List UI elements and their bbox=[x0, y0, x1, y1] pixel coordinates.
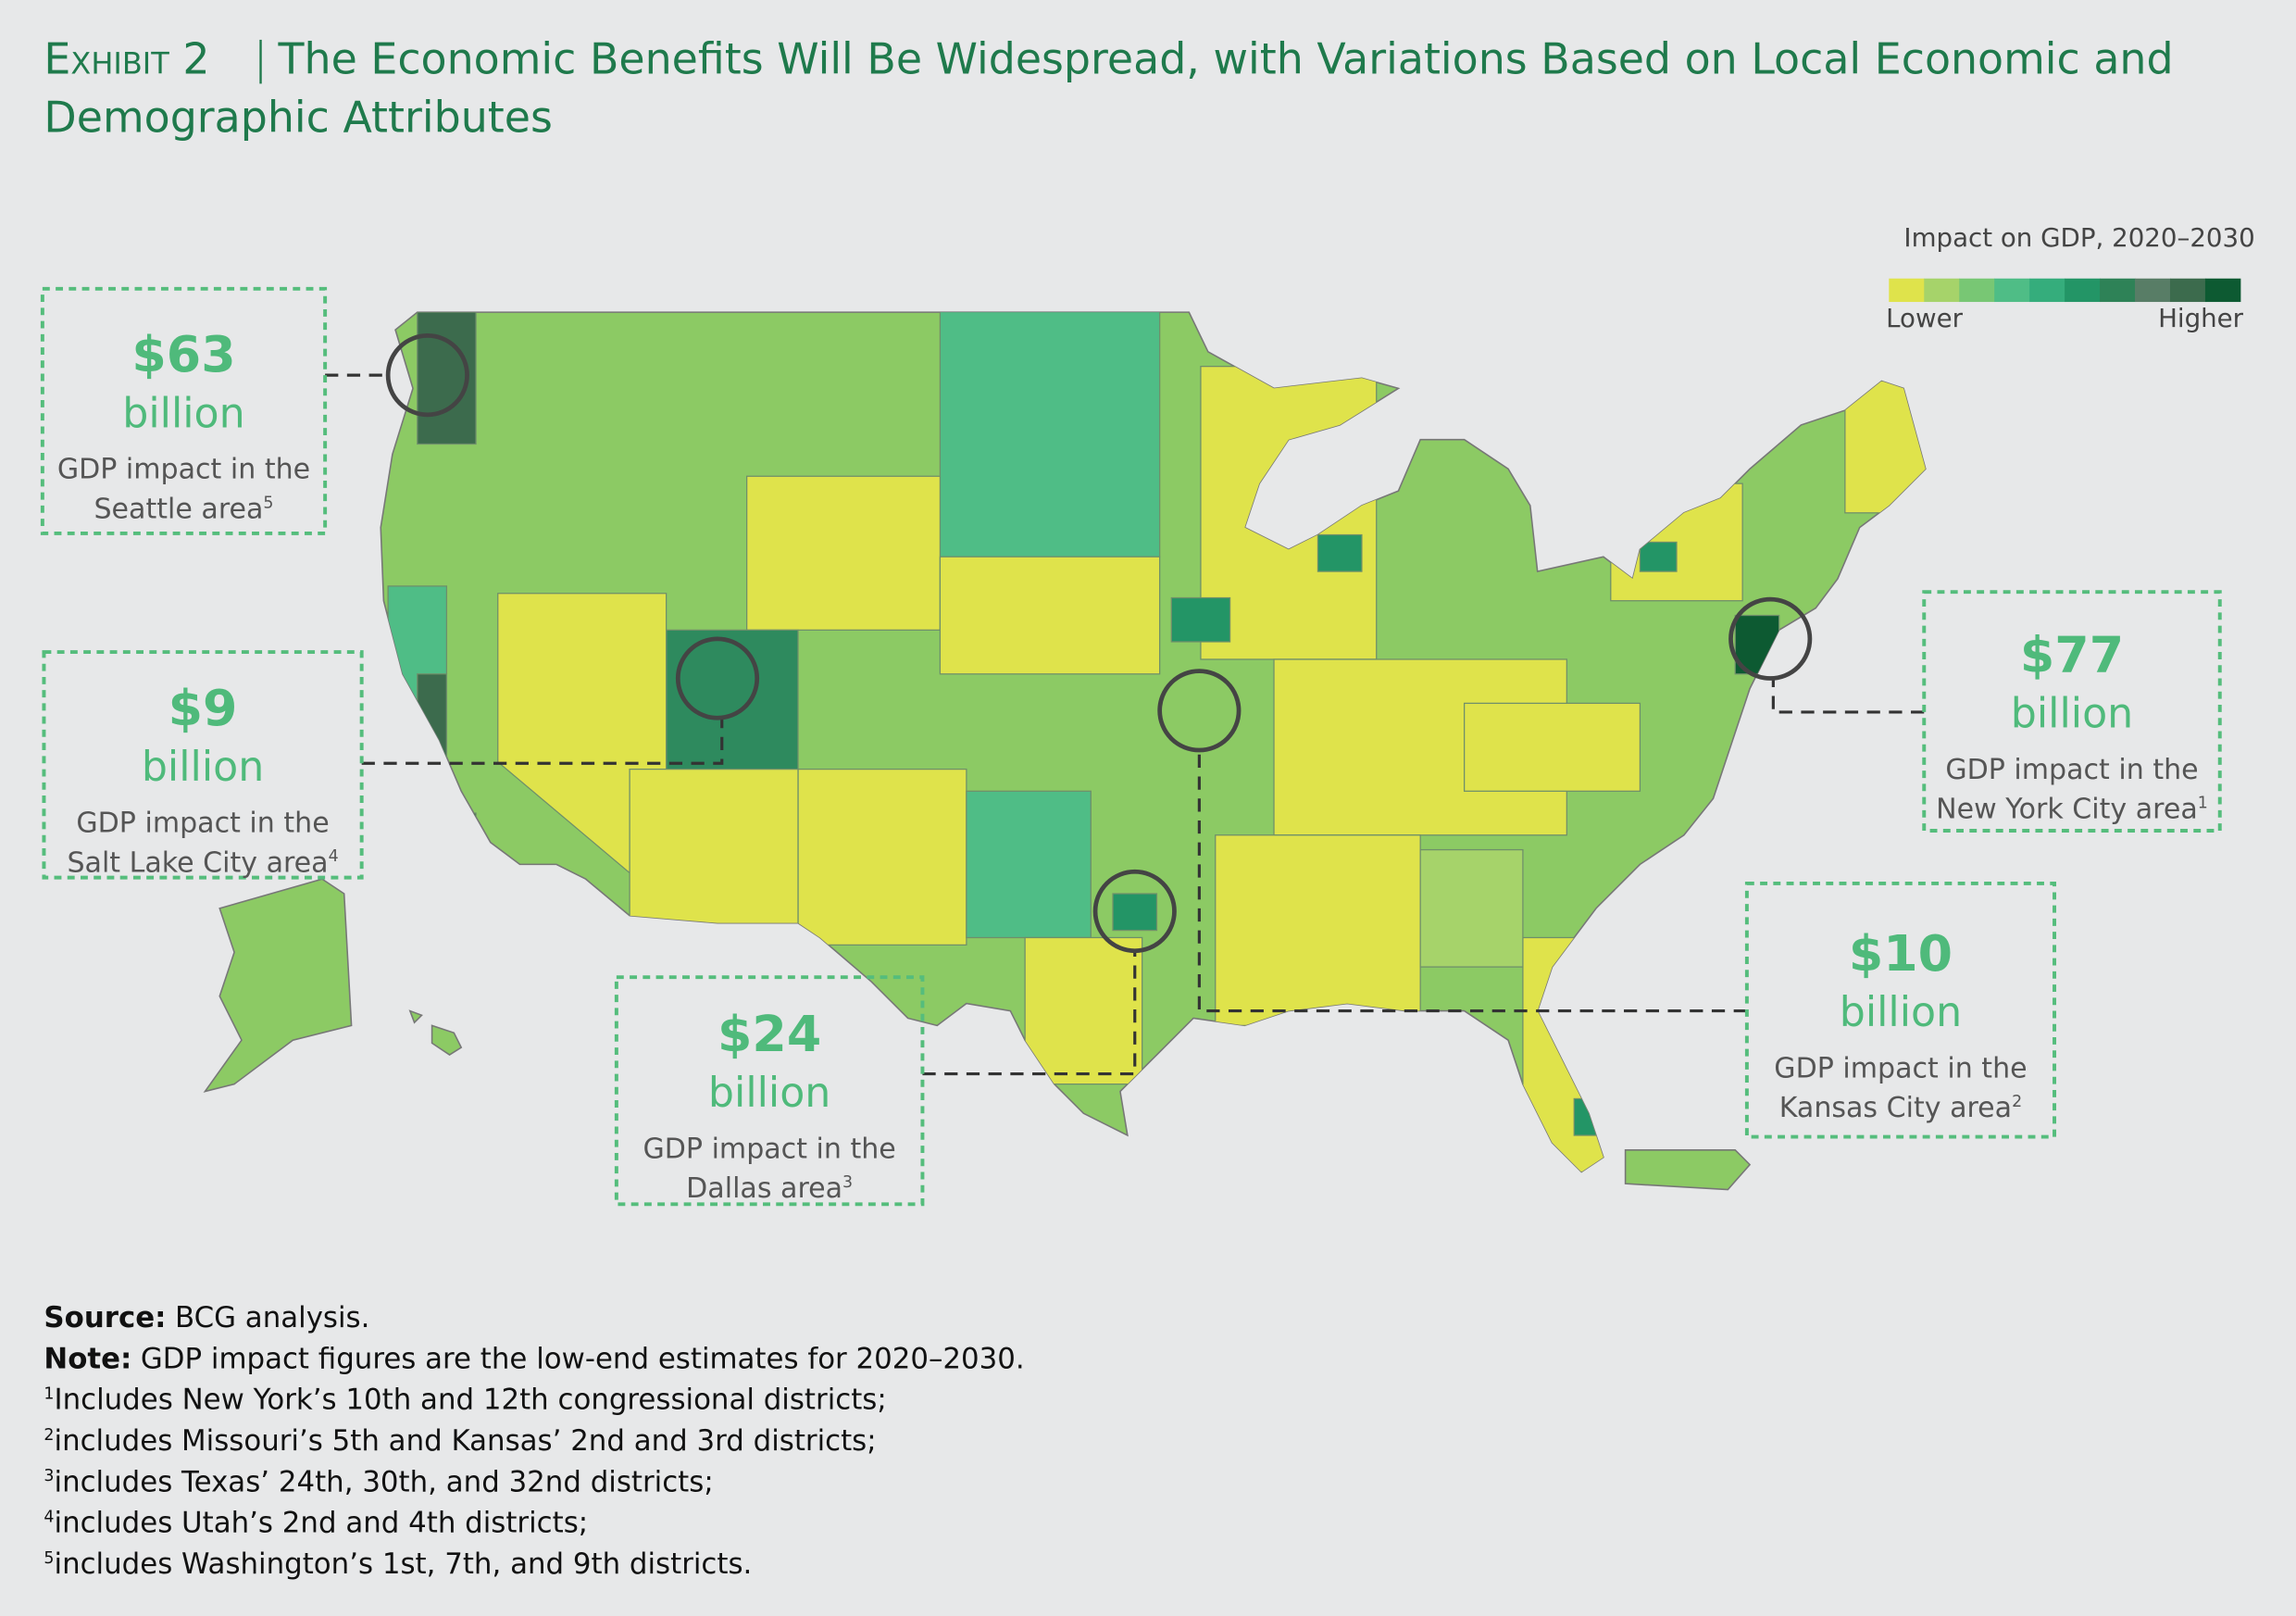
title-line: The Economic Benefits Will Be Widespread… bbox=[278, 33, 2174, 83]
legend-swatch bbox=[2169, 278, 2206, 303]
caption-text: Dallas area bbox=[686, 1172, 842, 1205]
legend-swatch bbox=[1994, 278, 2030, 303]
footnote: 3includes Texas’ 24th, 30th, and 32nd di… bbox=[44, 1465, 713, 1498]
callout-box bbox=[1744, 881, 2057, 1139]
callout-caption: GDP impact in the bbox=[76, 808, 329, 840]
footnote: 4includes Utah’s 2nd and 4th districts; bbox=[44, 1507, 588, 1540]
footnote: 5includes Washington’s 1st, 7th, and 9th… bbox=[44, 1547, 752, 1581]
legend-high: Higher bbox=[2158, 303, 2244, 333]
source-text: BCG analysis. bbox=[175, 1301, 369, 1334]
footnote-mark: 4 bbox=[44, 1509, 54, 1527]
callout-caption: New York City area1 bbox=[1936, 794, 2208, 826]
footnote-mark: 3 bbox=[44, 1467, 54, 1485]
source: Source: BCG analysis. bbox=[44, 1301, 369, 1334]
footnote: 2includes Missouri’s 5th and Kansas’ 2nd… bbox=[44, 1424, 876, 1458]
caption-text: Salt Lake City area bbox=[67, 846, 328, 879]
footnote-mark: 2 bbox=[2012, 1093, 2022, 1111]
legend-low: Lower bbox=[1886, 303, 1963, 333]
callout: $10 billion GDP impact in the Kansas City a… bbox=[1157, 669, 2057, 1139]
legend-swatch bbox=[2100, 278, 2136, 303]
highlight-ring bbox=[1728, 596, 1813, 681]
callout-box bbox=[42, 650, 364, 880]
caption-text: New York City area bbox=[1936, 794, 2198, 826]
callout-amount: $77 bbox=[2020, 625, 2124, 683]
leader-line bbox=[922, 952, 1137, 1076]
legend-swatch bbox=[1889, 278, 1925, 303]
title-line: Demographic Attributes bbox=[44, 93, 552, 143]
caption-text: GDP impact in the bbox=[1945, 754, 2198, 786]
caption-text: GDP impact in the bbox=[643, 1134, 895, 1166]
callout-unit: billion bbox=[142, 744, 264, 791]
callout-caption: Seattle area5 bbox=[94, 493, 273, 525]
leader-line bbox=[361, 718, 724, 765]
footer: Source: BCG analysis. Note: GDP impact fig… bbox=[44, 1301, 1024, 1581]
callout-box bbox=[614, 975, 925, 1207]
callout-unit: billion bbox=[708, 1070, 830, 1117]
callout-caption: Kansas City area2 bbox=[1779, 1092, 2022, 1124]
legend-title: Impact on GDP, 2020–2030 bbox=[1903, 222, 2254, 253]
callout-caption: Salt Lake City area4 bbox=[67, 846, 338, 879]
callout-amount: $10 bbox=[1849, 924, 1953, 983]
caption-text: Seattle area bbox=[94, 493, 263, 525]
footnote-mark: 1 bbox=[44, 1385, 54, 1404]
legend-swatch bbox=[2065, 278, 2101, 303]
callout-caption: GDP impact in the bbox=[1774, 1053, 2027, 1085]
callout-caption: GDP impact in the bbox=[57, 454, 310, 486]
legend-swatch bbox=[1924, 278, 1960, 303]
note: Note: GDP impact figures are the low-end … bbox=[44, 1342, 1024, 1375]
caption-text: GDP impact in the bbox=[76, 808, 329, 840]
legend-swatch bbox=[2135, 278, 2171, 303]
legend-swatch bbox=[2204, 278, 2241, 303]
callout-unit: billion bbox=[122, 390, 244, 437]
callouts: $63 billion GDP impact in the Seattle area5… bbox=[40, 286, 2222, 1207]
highlight-ring bbox=[1092, 869, 1177, 954]
note-label: Note: bbox=[44, 1342, 131, 1375]
map bbox=[203, 311, 1927, 1191]
callout: $63 billion GDP impact in the Seattle area5 bbox=[40, 286, 469, 535]
leader-line bbox=[1771, 680, 1925, 714]
footnote: 1Includes New York’s 10th and 12th congr… bbox=[44, 1384, 886, 1417]
leader-line bbox=[1197, 750, 1747, 1013]
note-text: GDP impact figures are the low-end estim… bbox=[141, 1342, 1025, 1375]
callout-caption: GDP impact in the bbox=[1945, 754, 2198, 786]
callout-unit: billion bbox=[2011, 691, 2133, 738]
highlight-ring bbox=[675, 636, 760, 720]
callout-box bbox=[1922, 590, 2222, 833]
highlight-ring bbox=[385, 333, 469, 418]
legend: Impact on GDP, 2020–2030 Lower Higher bbox=[1886, 222, 2255, 333]
title: Exhibit 2 bbox=[44, 33, 209, 83]
legend-swatch bbox=[1959, 278, 1995, 303]
footnote-mark: 3 bbox=[842, 1173, 853, 1192]
callout-amount: $63 bbox=[131, 325, 235, 383]
highlight-ring bbox=[1157, 669, 1242, 753]
footnote-text: includes Missouri’s 5th and Kansas’ 2nd … bbox=[55, 1424, 877, 1458]
footnote-text: includes Texas’ 24th, 30th, and 32nd dis… bbox=[55, 1465, 714, 1498]
exhibit-label: Exhibit 2 bbox=[44, 33, 209, 83]
footnote-mark: 2 bbox=[44, 1426, 54, 1445]
source-label: Source: bbox=[44, 1301, 166, 1334]
callout: $24 billion GDP impact in the Dallas area3 bbox=[614, 869, 1177, 1207]
footnote-mark: 5 bbox=[263, 494, 273, 512]
callout-caption: Dallas area3 bbox=[686, 1172, 853, 1205]
callout-caption: GDP impact in the bbox=[643, 1134, 895, 1166]
caption-text: GDP impact in the bbox=[57, 454, 310, 486]
footnote-mark: 4 bbox=[329, 847, 339, 866]
callout: $77 billion GDP impact in the New York City… bbox=[1728, 590, 2222, 833]
callout: $9 billion GDP impact in the Salt Lake City… bbox=[42, 636, 760, 880]
footnote-mark: 1 bbox=[2198, 795, 2208, 813]
footnote-mark: 5 bbox=[44, 1549, 54, 1568]
legend-swatch bbox=[2029, 278, 2065, 303]
footnote-text: includes Washington’s 1st, 7th, and 9th … bbox=[55, 1547, 753, 1581]
footnote-text: includes Utah’s 2nd and 4th districts; bbox=[55, 1507, 589, 1540]
footnote-text: Includes New York’s 10th and 12th congre… bbox=[55, 1384, 887, 1417]
callout-amount: $24 bbox=[718, 1005, 821, 1063]
callout-unit: billion bbox=[1840, 989, 1962, 1036]
caption-text: GDP impact in the bbox=[1774, 1053, 2027, 1085]
caption-text: Kansas City area bbox=[1779, 1092, 2012, 1124]
callout-amount: $9 bbox=[168, 679, 238, 737]
